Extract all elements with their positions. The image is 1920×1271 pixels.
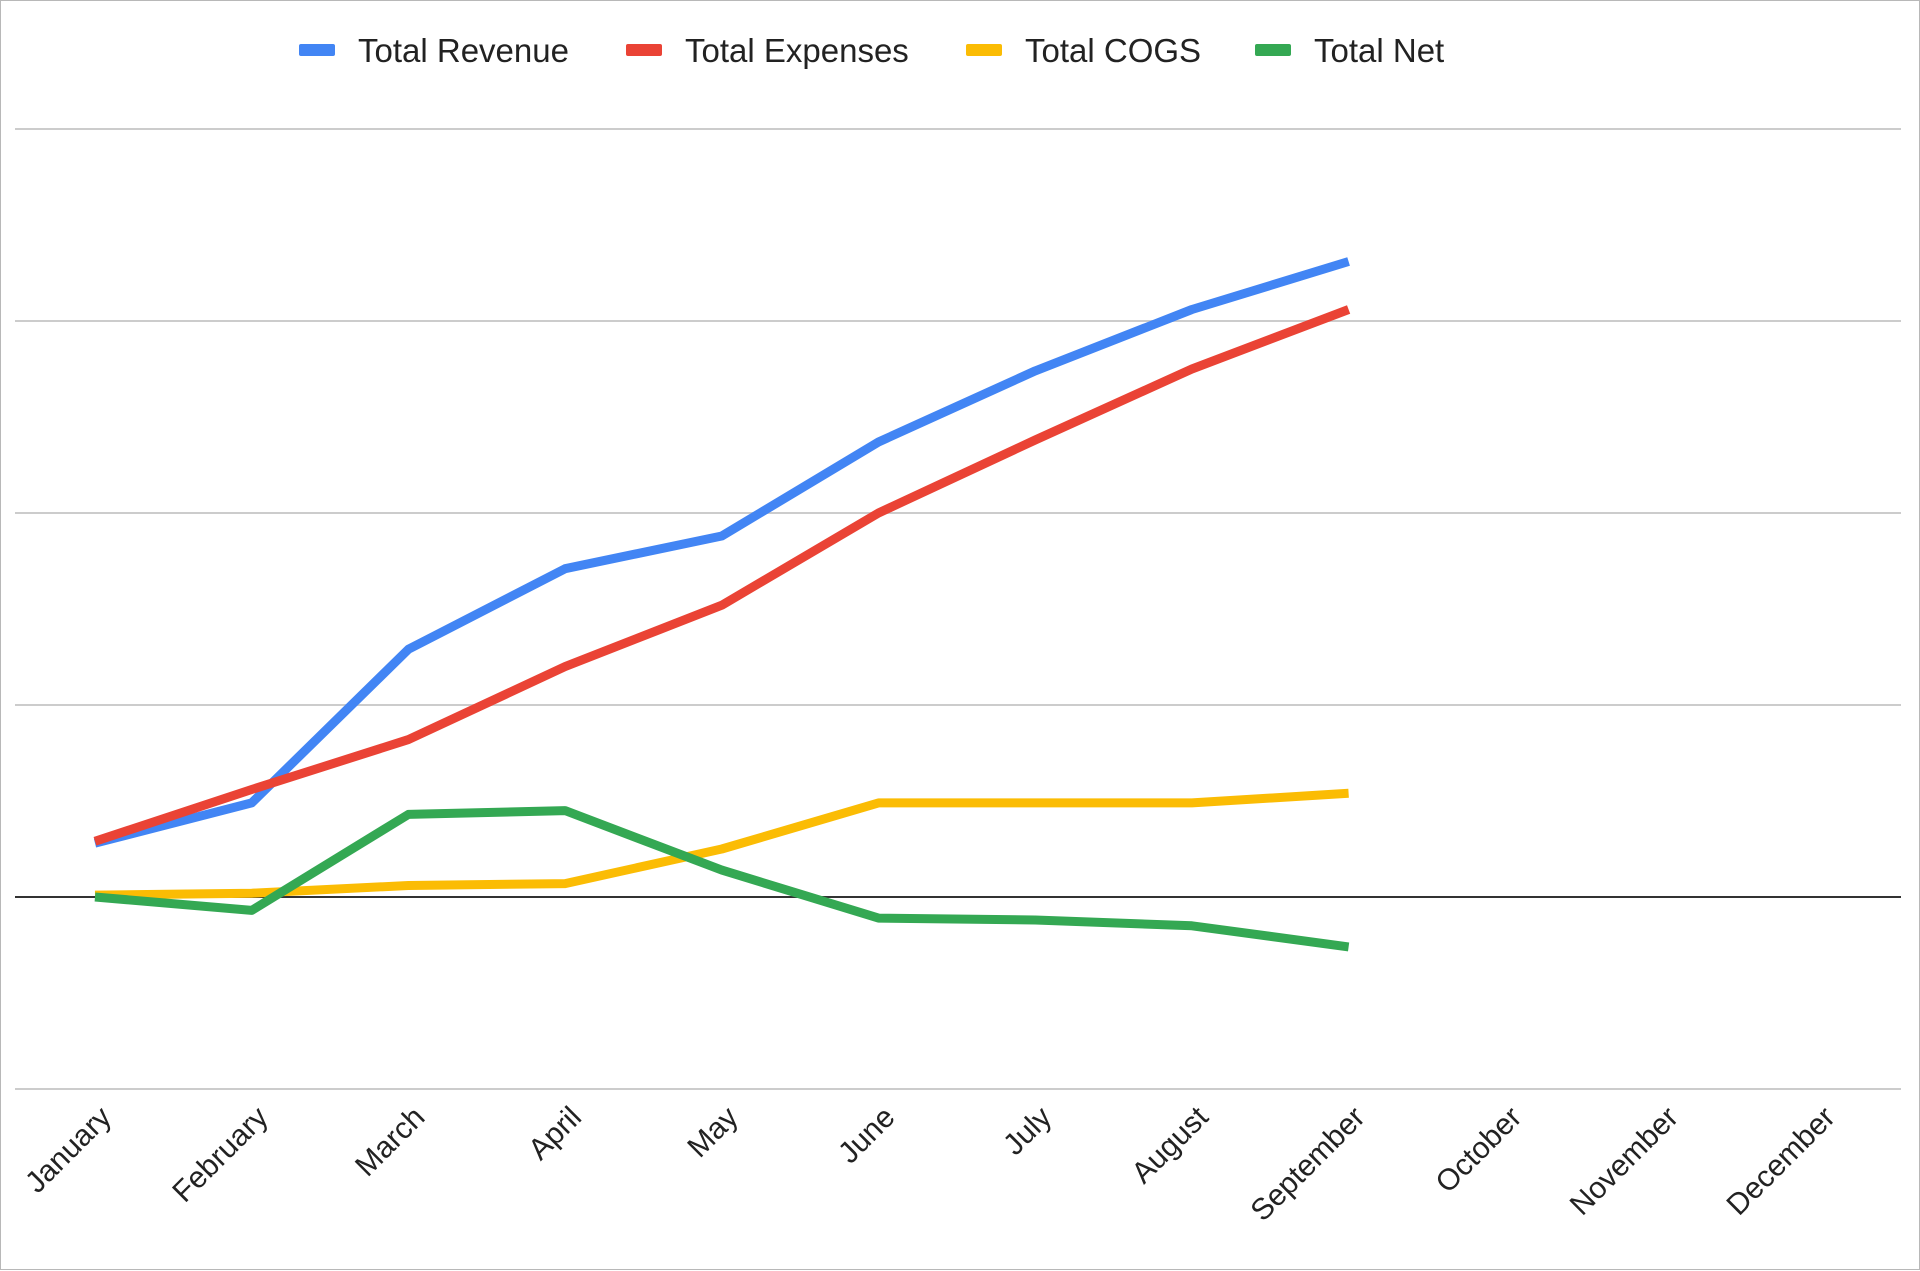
x-tick-label: August — [1125, 1100, 1215, 1190]
x-tick-label: July — [997, 1101, 1058, 1162]
series-lines — [93, 257, 1351, 952]
x-tick-label: March — [349, 1101, 431, 1183]
x-tick-label: December — [1720, 1101, 1841, 1222]
legend-label-total-cogs: Total COGS — [1025, 32, 1201, 69]
legend: Total Revenue Total Expenses Total COGS Tot… — [299, 32, 1444, 69]
x-axis-tick-labels: January February March April May June July Augu… — [19, 1100, 1842, 1228]
series-line-total-revenue — [93, 257, 1350, 848]
x-tick-label: June — [832, 1101, 901, 1170]
legend-swatch-total-net — [1255, 44, 1291, 56]
legend-label-total-expenses: Total Expenses — [685, 32, 909, 69]
gridlines — [15, 128, 1901, 1090]
x-tick-label: April — [522, 1101, 588, 1167]
x-tick-label: November — [1564, 1101, 1685, 1222]
series-line-total-cogs — [94, 788, 1349, 900]
legend-label-total-revenue: Total Revenue — [358, 32, 569, 69]
x-tick-label: February — [166, 1101, 274, 1209]
legend-label-total-net: Total Net — [1314, 32, 1444, 69]
legend-swatch-total-cogs — [966, 44, 1002, 56]
x-tick-label: May — [681, 1101, 744, 1164]
x-tick-label: September — [1244, 1101, 1371, 1228]
series-line-total-net — [94, 806, 1350, 952]
x-tick-label: January — [19, 1101, 118, 1200]
legend-swatch-total-expenses — [626, 44, 662, 56]
series-line-total-expenses — [93, 305, 1351, 846]
x-tick-label: October — [1429, 1101, 1528, 1200]
legend-swatch-total-revenue — [299, 44, 335, 56]
